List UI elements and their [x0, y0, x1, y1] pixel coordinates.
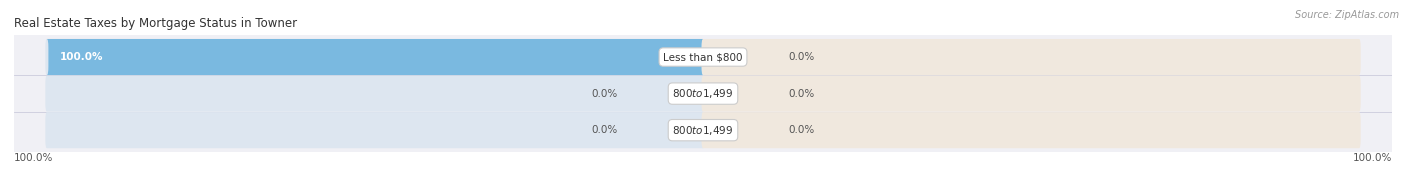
- Text: 0.0%: 0.0%: [592, 125, 617, 135]
- Text: 0.0%: 0.0%: [789, 89, 814, 99]
- FancyBboxPatch shape: [46, 39, 703, 75]
- FancyBboxPatch shape: [45, 39, 704, 75]
- Text: 0.0%: 0.0%: [789, 125, 814, 135]
- Text: 0.0%: 0.0%: [592, 89, 617, 99]
- Text: 100.0%: 100.0%: [14, 153, 53, 163]
- FancyBboxPatch shape: [702, 75, 1361, 112]
- Text: Less than $800: Less than $800: [664, 52, 742, 62]
- FancyBboxPatch shape: [702, 112, 1361, 148]
- FancyBboxPatch shape: [702, 39, 1361, 75]
- Text: $800 to $1,499: $800 to $1,499: [672, 124, 734, 137]
- Text: Real Estate Taxes by Mortgage Status in Towner: Real Estate Taxes by Mortgage Status in …: [14, 17, 297, 30]
- Text: $800 to $1,499: $800 to $1,499: [672, 87, 734, 100]
- FancyBboxPatch shape: [45, 75, 704, 112]
- FancyBboxPatch shape: [45, 112, 704, 148]
- Text: 100.0%: 100.0%: [1353, 153, 1392, 163]
- Text: Source: ZipAtlas.com: Source: ZipAtlas.com: [1295, 10, 1399, 20]
- Text: 0.0%: 0.0%: [789, 52, 814, 62]
- Text: 100.0%: 100.0%: [60, 52, 104, 62]
